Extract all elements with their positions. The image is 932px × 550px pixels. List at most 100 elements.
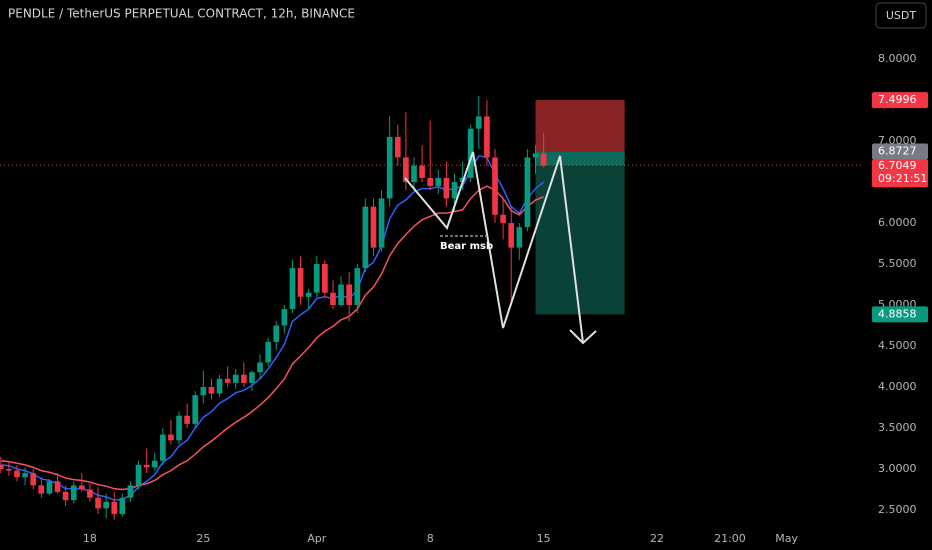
y-tick-label: 8.0000 [878, 52, 917, 65]
candle-body [451, 182, 458, 199]
candle-body [475, 116, 482, 129]
y-tick-label: 6.0000 [878, 216, 917, 229]
candle-body [200, 387, 207, 396]
candle-body [427, 177, 434, 187]
x-tick-label: 15 [537, 532, 551, 545]
y-tick-label: 5.5000 [878, 257, 917, 270]
candle-body [192, 395, 199, 424]
candle-body [151, 460, 158, 468]
candle-body [70, 485, 77, 501]
x-tick-label: 18 [83, 532, 97, 545]
candle-body [265, 341, 271, 363]
candle-body [184, 415, 190, 424]
candle-body [484, 116, 490, 158]
candle-body [338, 284, 344, 306]
candle-body [516, 227, 523, 248]
candle-body [38, 485, 45, 494]
candle-body [281, 309, 288, 326]
y-tick-label: 3.0000 [878, 462, 917, 475]
candle-body [386, 136, 393, 199]
currency-label[interactable]: USDT [886, 9, 917, 22]
candle-body [78, 485, 85, 490]
candle-body [508, 223, 515, 248]
candle-body [119, 497, 126, 515]
entry-price-badge [872, 143, 928, 160]
candle-body [435, 177, 442, 187]
x-tick-label: 21:00 [714, 532, 746, 545]
candle-body [419, 165, 425, 178]
x-tick-label: Apr [307, 532, 327, 545]
candle-body [224, 378, 231, 383]
target-price-badge [872, 306, 928, 323]
candle-body [346, 284, 353, 306]
candle-body [305, 292, 312, 297]
candle-body [232, 374, 239, 383]
candle-body [330, 292, 336, 306]
candle-body [500, 214, 506, 224]
stop-price-label: 7.4996 [878, 93, 917, 106]
annotation: Bear msb [440, 241, 493, 252]
candle-body [273, 325, 280, 342]
candle-body [467, 128, 474, 178]
candle-body [176, 415, 182, 441]
candle-body [168, 434, 174, 441]
candle-body [313, 264, 320, 293]
arrow-head [569, 329, 597, 345]
candle-body [87, 489, 93, 498]
y-tick-label: 4.5000 [878, 339, 917, 352]
candle-body [143, 464, 150, 468]
price-axis: 2.50003.00003.50004.00004.50005.00005.50… [83, 52, 928, 545]
candle-body [289, 268, 296, 310]
y-tick-label: 4.0000 [878, 380, 917, 393]
candle-body [362, 206, 369, 269]
candle-body [62, 491, 69, 501]
y-tick-label: 3.5000 [878, 421, 917, 434]
x-tick-label: 25 [196, 532, 210, 545]
candle-body [46, 481, 53, 494]
candle-body [135, 464, 142, 486]
candle-body [111, 501, 118, 515]
candle-body [354, 268, 361, 306]
countdown-label: 09:21:51 [878, 172, 927, 185]
candle-body [297, 268, 304, 297]
stop-zone [535, 100, 625, 152]
x-tick-label: 22 [650, 532, 664, 545]
x-tick-label: 8 [427, 532, 434, 545]
candle-body [257, 362, 263, 373]
candle-body [54, 481, 61, 492]
last-price-badge [872, 159, 928, 188]
candle-body [95, 497, 101, 509]
candle-body [370, 206, 377, 248]
candle-body [14, 470, 20, 478]
candle-body [322, 264, 328, 293]
candle-body [378, 198, 385, 248]
candle-body [492, 157, 498, 215]
candle-body [540, 153, 547, 166]
candle-body [532, 153, 539, 158]
candle-body [208, 387, 215, 394]
open-pnl-zone [535, 151, 625, 166]
candle-body [127, 485, 134, 498]
candle-body [249, 372, 255, 383]
candle-body [524, 157, 531, 228]
candle-body [30, 473, 37, 486]
target-price-label: 4.8858 [878, 307, 917, 320]
drawing [404, 151, 597, 345]
candle-body [394, 136, 401, 158]
candle-body [216, 378, 223, 394]
chart-title: PENDLE / TetherUS PERPETUAL CONTRACT, 12… [8, 7, 355, 21]
candle-body [241, 374, 247, 383]
candle-body [160, 434, 166, 461]
candle-body [443, 177, 450, 199]
currency-button[interactable] [875, 2, 927, 29]
entry-price-label: 6.8727 [878, 144, 917, 157]
candle-body [22, 473, 28, 478]
candle-body [411, 165, 417, 183]
candle-body [403, 157, 409, 183]
last-price-label: 6.7049 [878, 159, 917, 172]
y-tick-label: 2.5000 [878, 503, 917, 516]
candle-body [103, 501, 109, 509]
x-tick-label: May [775, 532, 798, 545]
